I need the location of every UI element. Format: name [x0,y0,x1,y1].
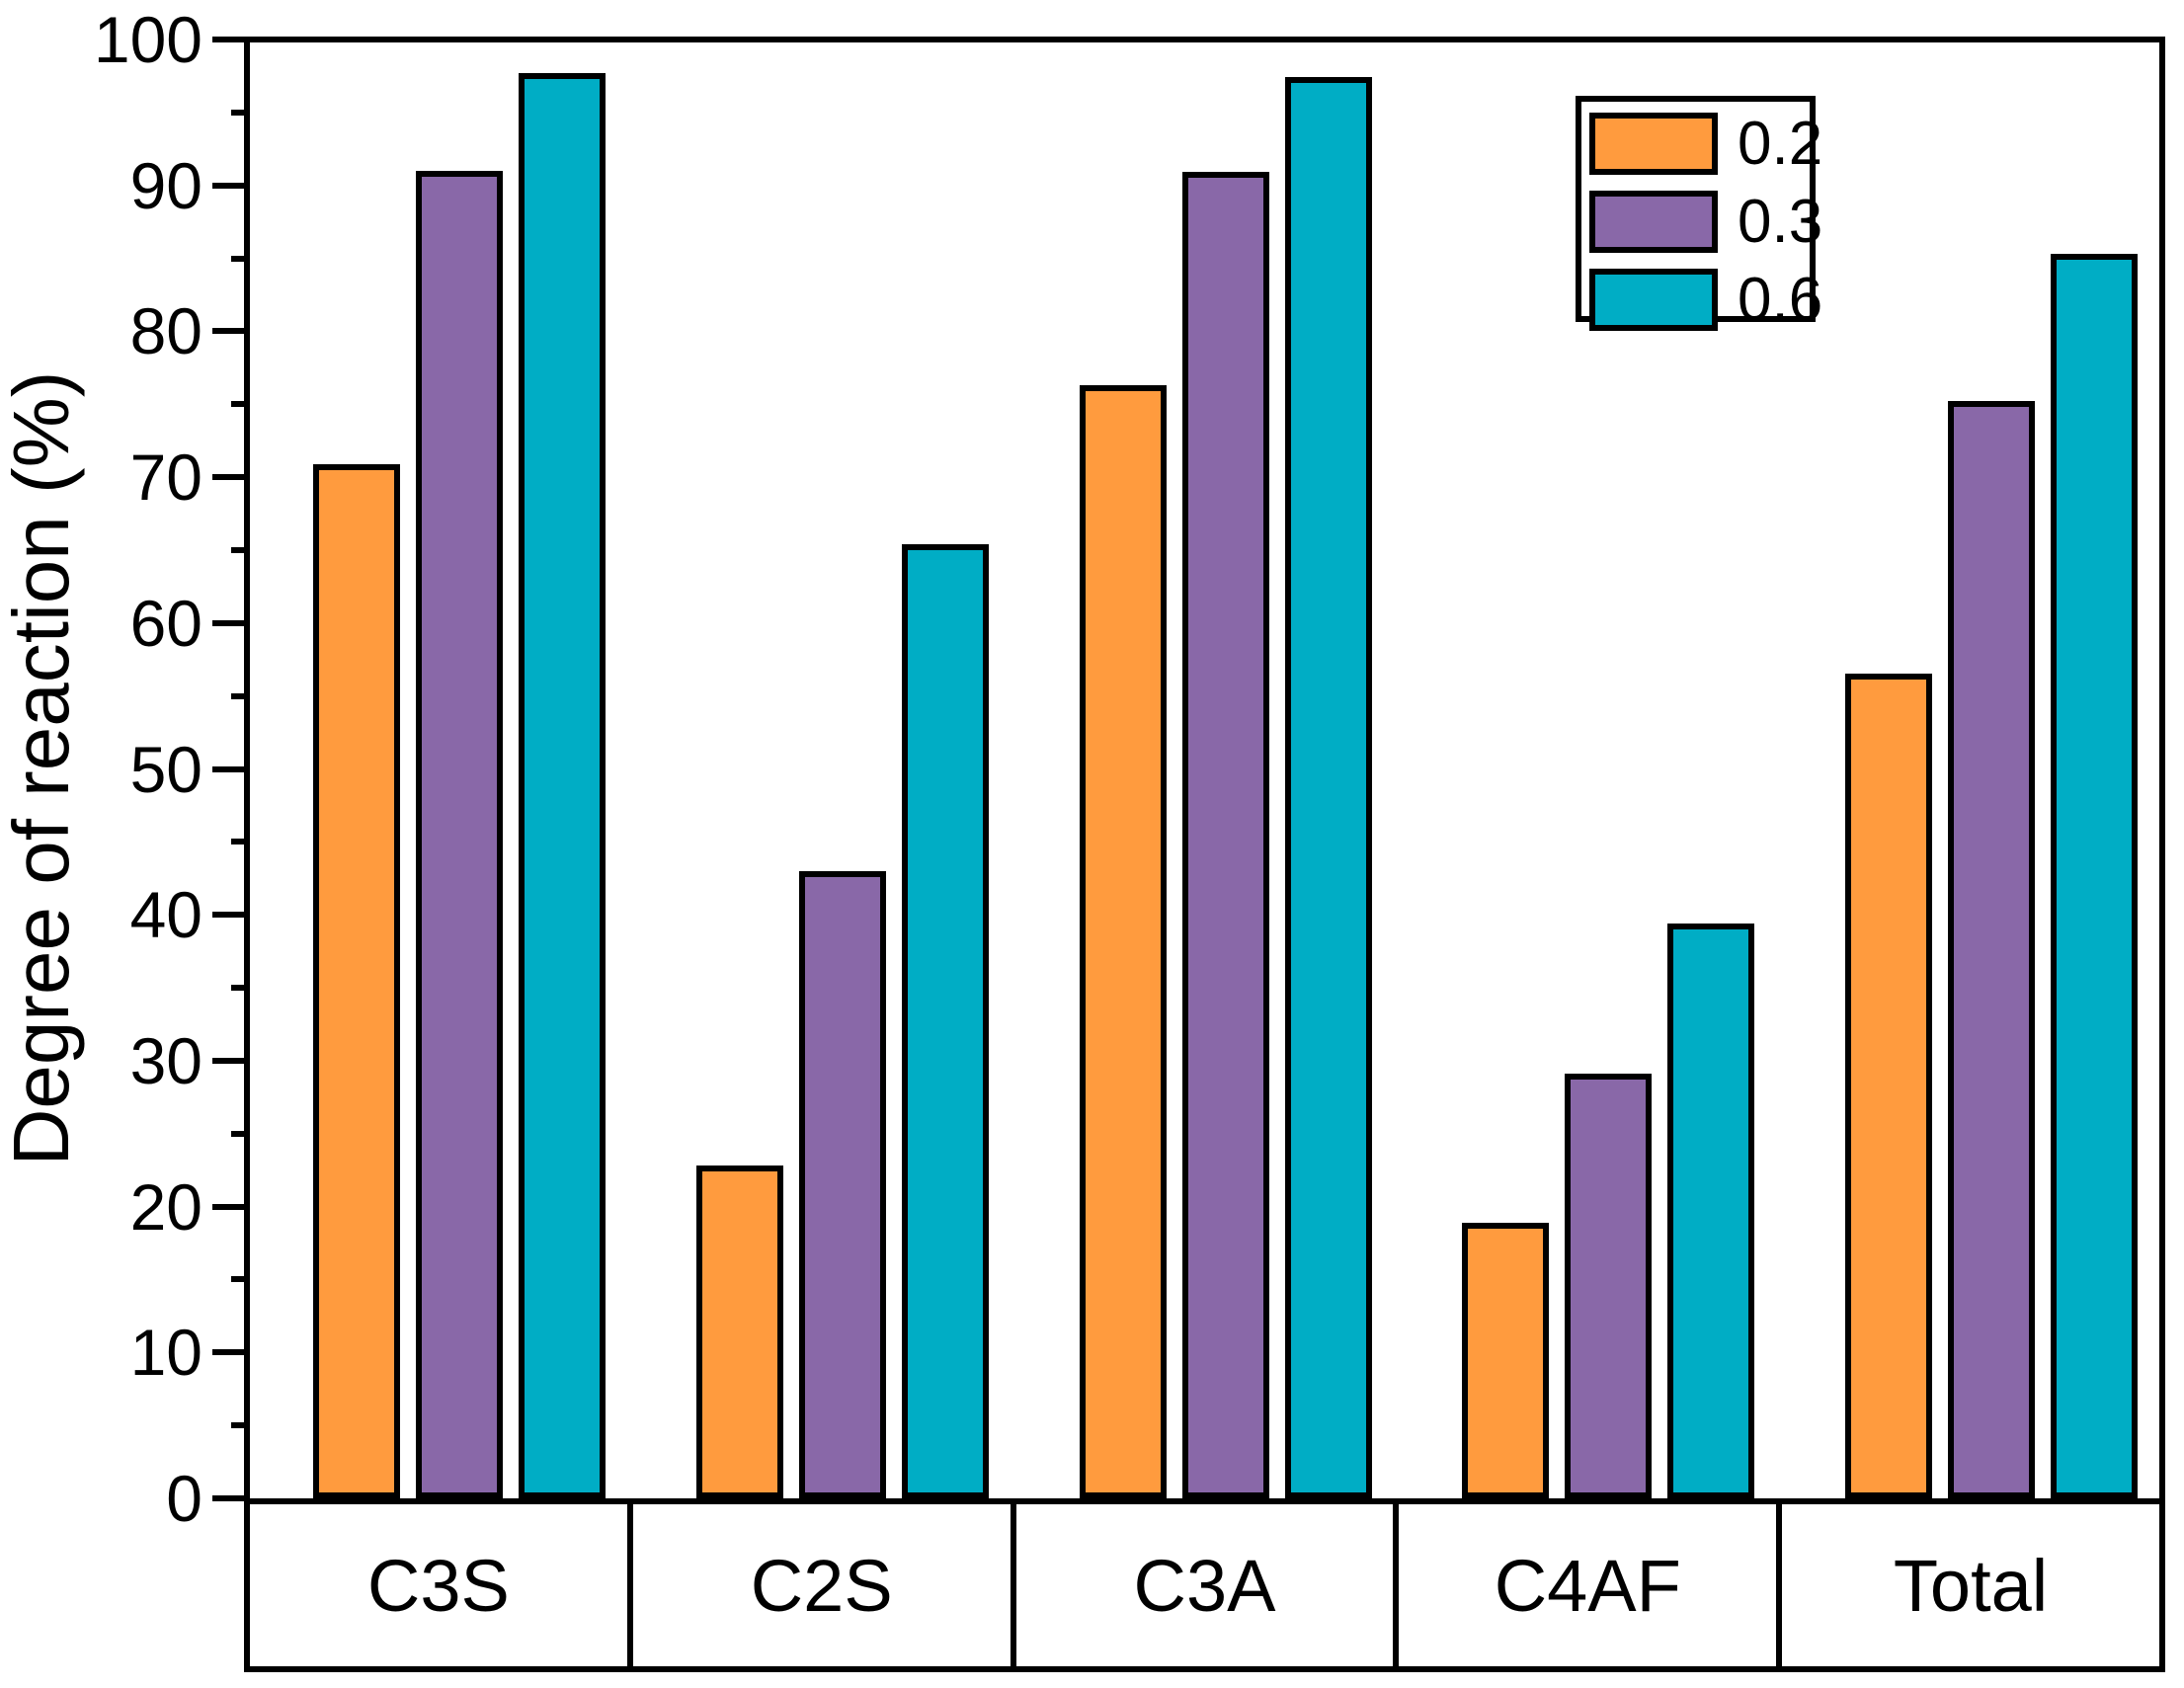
legend-entry-0.2: 0.2 [1589,109,1822,179]
y-tick-label: 0 [166,1462,202,1535]
y-tick-label: 10 [129,1316,202,1390]
bar-c4af-series-0.6 [1667,924,1755,1498]
bar-c3a-series-0.6 [1284,77,1372,1498]
y-major-tick [212,1349,250,1356]
legend: 0.2 0.3 0.6 [1576,96,1822,334]
y-minor-tick [231,401,250,408]
y-minor-tick [231,692,250,699]
y-tick-label: 90 [129,148,202,222]
y-major-tick [212,1203,250,1210]
bar-total-series-0.3 [1948,401,2036,1498]
x-category-cell-c2s: C2S [633,1504,1016,1666]
x-category-label: C2S [750,1544,893,1627]
bar-c3s-series-0.6 [519,72,606,1498]
x-category-label: C3S [366,1544,510,1627]
y-tick-label: 100 [93,3,202,76]
bar-c2s-series-0.3 [798,870,886,1498]
y-major-tick [212,765,250,772]
y-major-tick [212,1057,250,1064]
y-tick-label: 40 [129,878,202,952]
x-category-cell-c3a: C3A [1016,1504,1400,1666]
y-minor-tick [231,839,250,845]
y-tick-label: 70 [129,441,202,515]
legend-entry-0.6: 0.6 [1589,265,1822,335]
bar-c3a-series-0.2 [1079,385,1167,1498]
legend-label: 0.2 [1738,110,1823,178]
y-minor-tick [231,109,250,116]
y-minor-tick [231,985,250,992]
legend-label: 0.6 [1738,266,1823,334]
bar-c3s-series-0.2 [313,463,400,1498]
x-category-cell-c3s: C3S [250,1504,633,1666]
legend-swatch-0.2 [1589,113,1718,175]
x-category-label: Total [1893,1544,2049,1627]
bar-total-series-0.2 [1845,674,1933,1498]
y-minor-tick [231,546,250,553]
bar-c2s-series-0.2 [695,1166,783,1498]
y-tick-label: 80 [129,294,202,368]
y-major-tick [212,619,250,626]
y-tick-label: 20 [129,1169,202,1244]
bar-total-series-0.6 [2051,254,2139,1498]
y-major-tick [212,182,250,189]
y-major-tick [212,912,250,919]
y-major-tick [212,474,250,481]
y-minor-tick [231,1276,250,1283]
legend-swatch-0.3 [1589,191,1718,253]
y-minor-tick [231,1422,250,1429]
bar-c3a-series-0.3 [1181,172,1269,1498]
bar-c4af-series-0.3 [1565,1074,1653,1498]
bar-c3s-series-0.3 [416,170,503,1498]
y-major-tick [212,37,250,42]
x-category-label: C3A [1133,1544,1276,1627]
y-minor-tick [231,1130,250,1137]
y-tick-label: 30 [129,1023,202,1097]
y-tick-label: 50 [129,732,202,806]
x-category-label: C4AF [1494,1544,1681,1627]
y-tick-label: 60 [129,586,202,660]
bar-c4af-series-0.2 [1462,1222,1550,1498]
legend-label: 0.3 [1738,188,1823,256]
bar-c2s-series-0.6 [901,544,989,1498]
x-axis-category-band: C3S C2S C3A C4AF Total [244,1498,2165,1672]
y-major-tick [212,328,250,335]
y-minor-tick [231,255,250,262]
legend-swatch-0.6 [1589,269,1718,331]
y-major-tick [212,1495,250,1501]
legend-entry-0.3: 0.3 [1589,187,1822,257]
x-category-cell-total: Total [1782,1504,2159,1666]
x-category-cell-c4af: C4AF [1399,1504,1783,1666]
